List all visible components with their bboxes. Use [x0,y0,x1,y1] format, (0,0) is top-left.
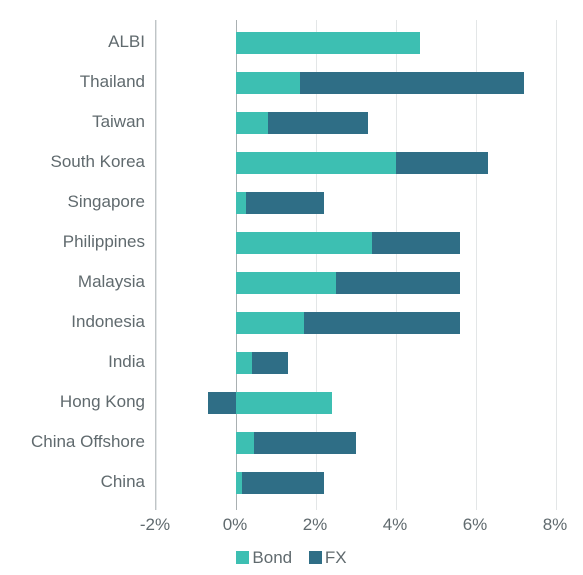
plot-area [155,20,555,510]
bar-bond [236,312,304,334]
category-label: Thailand [5,73,145,90]
bar-bond [236,232,372,254]
category-label: India [5,353,145,370]
bar-fx [246,192,324,214]
bond-fx-return-chart: -2% 0% 2% 4% 6% 8% Bond FX ALBI Thailand Taiwan… [0,0,583,575]
legend-swatch-fx [309,551,322,564]
bar-fx [254,432,356,454]
x-tick-label: 8% [543,515,568,535]
category-label: South Korea [5,153,145,170]
category-label: Taiwan [5,113,145,130]
category-label: Singapore [5,193,145,210]
category-label: Philippines [5,233,145,250]
bar-fx [372,232,460,254]
x-tick-label: -2% [140,515,170,535]
bar-bond [236,152,396,174]
category-label: China [5,473,145,490]
bar-fx [336,272,460,294]
bar-fx [300,72,524,94]
x-tick-label: 6% [463,515,488,535]
bar-bond [236,352,252,374]
x-tick-label: 4% [383,515,408,535]
category-label: Indonesia [5,313,145,330]
bar-fx [252,352,288,374]
legend-item-fx: FX [309,548,347,568]
bar-fx [304,312,460,334]
bar-bond [236,72,300,94]
legend: Bond FX [0,548,583,568]
bar-fx [268,112,368,134]
category-label: China Offshore [5,433,145,450]
bar-bond [236,272,336,294]
legend-label-fx: FX [325,548,347,567]
bar-fx [396,152,488,174]
bar-fx [208,392,236,414]
bar-bond [236,192,246,214]
legend-label-bond: Bond [252,548,292,567]
category-label: Hong Kong [5,393,145,410]
x-tick-label: 0% [223,515,248,535]
bar-bond [236,392,332,414]
category-label: Malaysia [5,273,145,290]
bar-bond [236,112,268,134]
legend-swatch-bond [236,551,249,564]
gridline [156,20,157,510]
legend-item-bond: Bond [236,548,292,568]
gridline [556,20,557,510]
bar-bond [236,32,420,54]
category-label: ALBI [5,33,145,50]
bar-fx [242,472,324,494]
x-tick-label: 2% [303,515,328,535]
bar-bond [236,432,254,454]
